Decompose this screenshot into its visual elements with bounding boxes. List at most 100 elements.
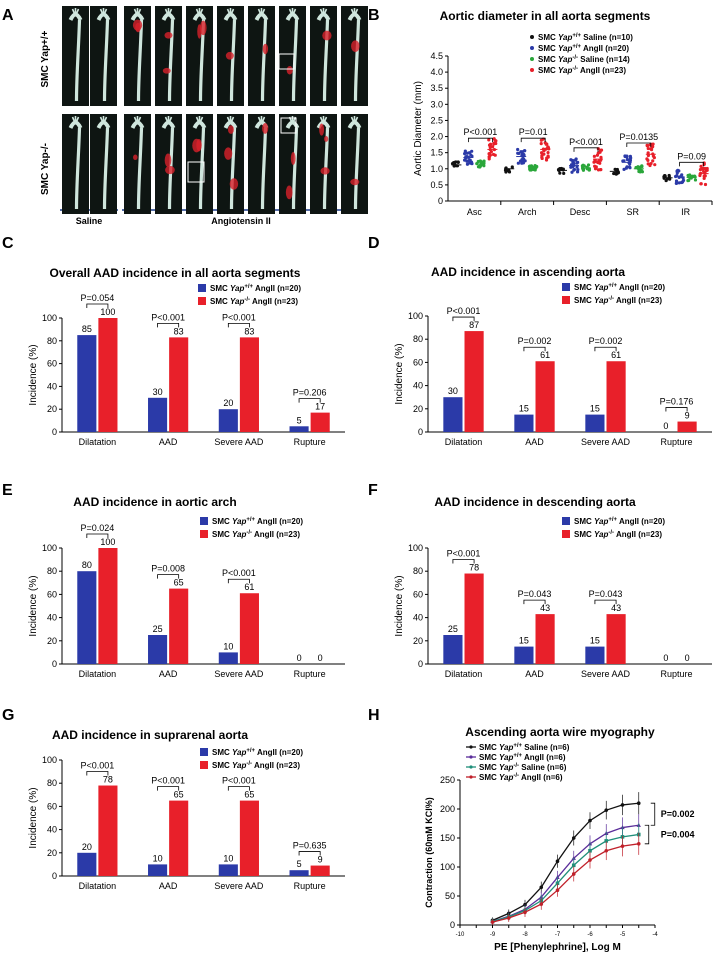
data-point	[562, 171, 566, 176]
aneurysm-lesion-mark	[132, 19, 143, 31]
arch-branches-shape	[99, 8, 108, 17]
bar-value-label: 61	[244, 582, 254, 592]
data-point	[586, 163, 591, 167]
data-point	[612, 171, 616, 176]
data-point	[688, 176, 692, 180]
category-label: Severe AAD	[581, 669, 631, 679]
bar-value-label: 43	[611, 603, 621, 613]
significance-bracket	[298, 398, 321, 403]
bar-value-label: 15	[519, 636, 529, 646]
y-tick-label: 100	[408, 311, 423, 321]
y-tick-label: 80	[413, 334, 423, 344]
bar-value-label: 61	[540, 350, 550, 360]
y-axis-label: Contraction (60mM KCl%)	[424, 797, 434, 908]
arch-branches-shape	[133, 8, 142, 17]
aneurysm-lesion-mark	[164, 153, 172, 167]
data-point	[569, 158, 573, 162]
bar	[606, 614, 626, 664]
bar	[98, 785, 118, 876]
legend-label: SMC Yap+/+ Saline (n=6)	[479, 743, 570, 752]
bar	[98, 318, 118, 432]
y-tick-label: 200	[440, 804, 455, 814]
data-point	[677, 169, 681, 173]
significance-bracket	[523, 599, 546, 605]
y-tick-label: 0	[52, 659, 57, 669]
data-point	[646, 158, 650, 162]
bar-value-label: 9	[685, 411, 690, 421]
aneurysm-lesion-mark	[165, 165, 175, 175]
bar	[218, 864, 238, 876]
category-label: Severe AAD	[214, 669, 264, 679]
p-value-label: P<0.001	[222, 776, 256, 786]
p-value-label: P=0.008	[151, 564, 185, 574]
y-tick-label: 40	[47, 613, 57, 623]
data-point	[539, 151, 544, 155]
data-point	[680, 173, 684, 177]
arch-branches-shape	[319, 8, 328, 17]
bar-value-label: 100	[100, 307, 115, 317]
legend-swatch	[200, 748, 208, 756]
y-tick-label: 20	[47, 404, 57, 414]
chart-title: Ascending aorta wire myography	[465, 725, 655, 739]
arch-branches-shape	[257, 116, 266, 125]
bar-value-label: 10	[223, 853, 233, 863]
bar-value-label: 15	[590, 404, 600, 414]
bar	[218, 409, 238, 432]
data-point	[506, 916, 511, 920]
significance-bracket	[644, 824, 650, 845]
descending-aorta-shape	[136, 19, 144, 102]
aneurysm-lesion-mark	[229, 178, 239, 190]
significance-bracket	[157, 574, 180, 579]
panel-label-c: C	[2, 235, 14, 252]
significance-bracket	[227, 578, 250, 584]
p-value-label: P=0.004	[661, 830, 695, 840]
category-label: IR	[681, 207, 691, 217]
data-point	[593, 159, 597, 164]
data-point	[516, 151, 520, 155]
bar-value-label: 65	[174, 790, 184, 800]
data-point	[645, 143, 649, 147]
data-point	[572, 168, 576, 172]
data-point	[625, 155, 629, 159]
legend-label: SMC Yap-/- AngII (n=23)	[212, 530, 300, 539]
legend-swatch	[198, 297, 206, 305]
y-tick-label: 0	[52, 871, 57, 881]
data-point	[476, 165, 481, 169]
data-point	[582, 164, 586, 168]
group-label-angii: Angiotensin II	[211, 216, 271, 226]
legend-label: SMC Yap-/- AngII (n=23)	[538, 66, 626, 75]
bar-value-label: 0	[685, 653, 690, 663]
arch-branches-shape	[226, 8, 235, 17]
y-tick-label: 40	[47, 825, 57, 835]
data-point	[646, 162, 650, 166]
aneurysm-lesion-mark	[224, 147, 233, 160]
data-point	[543, 141, 547, 145]
data-point	[703, 166, 707, 171]
x-tick-label: -6	[587, 932, 593, 938]
bar-value-label: 10	[223, 641, 233, 651]
data-point	[604, 848, 609, 853]
p-value-label: P=0.01	[519, 127, 548, 137]
p-value-label: P<0.001	[80, 761, 114, 771]
series-line	[492, 833, 639, 923]
data-point	[703, 182, 708, 187]
panel-e: E AAD incidence in aortic arch 0 20 40 60 80 1…	[2, 482, 345, 679]
arch-branches-shape	[195, 116, 204, 125]
bar-value-label: 25	[153, 624, 163, 634]
data-point	[488, 152, 492, 156]
aneurysm-lesion-mark	[286, 65, 293, 75]
data-point	[599, 155, 603, 159]
data-point	[620, 803, 625, 807]
aneurysm-lesion-mark	[322, 30, 332, 41]
legend-label: SMC Yap-/- AngII (n=23)	[574, 296, 662, 305]
legend-label: SMC Yap+/+ AngII (n=20)	[538, 44, 629, 53]
category-label: Desc	[570, 207, 591, 217]
aneurysm-lesion-mark	[262, 123, 269, 134]
data-point	[539, 885, 544, 890]
legend-label: SMC Yap+/+ AngII (n=20)	[212, 517, 303, 526]
data-point	[698, 168, 703, 172]
data-point	[539, 141, 543, 146]
chart-title: AAD incidence in aortic arch	[73, 495, 236, 509]
p-value-label: P<0.001	[447, 306, 481, 316]
